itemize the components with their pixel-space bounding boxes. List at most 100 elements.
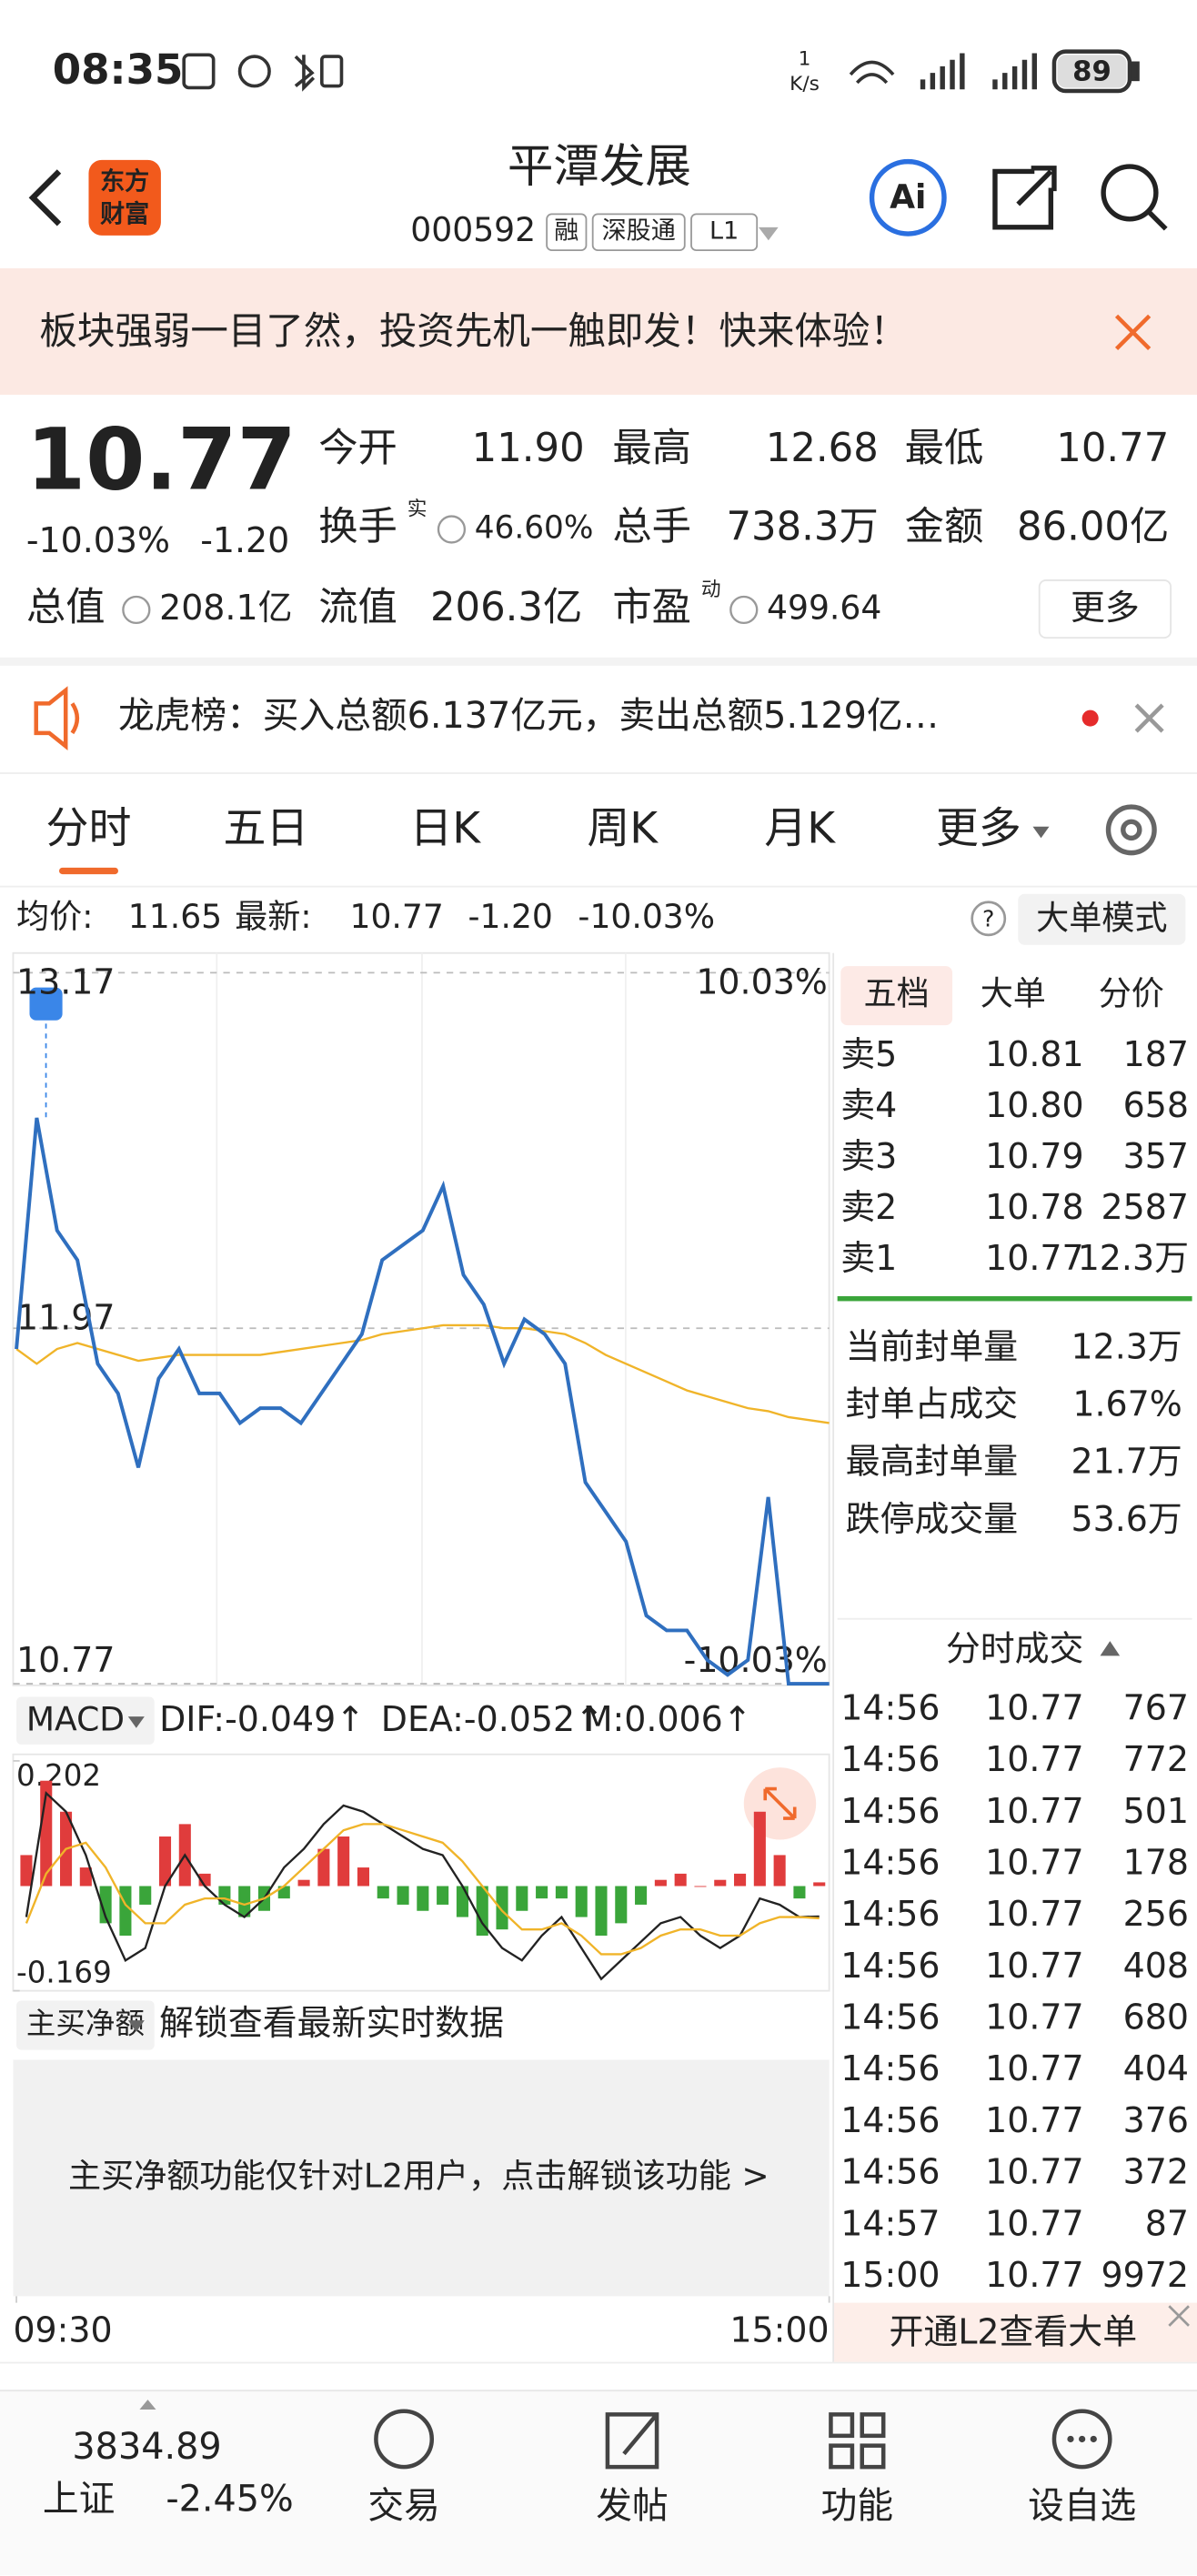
help-icon[interactable] [971,901,1007,937]
settings-button[interactable] [1105,804,1157,856]
macd-selector[interactable] [16,1696,155,1745]
x-tick-label: 09:30 [13,2310,112,2350]
field-value: 46.60% [475,509,594,546]
banner-close[interactable] [1114,314,1152,351]
nav-item[interactable]: 交易 [367,2485,439,2527]
trade-price: 10.77 [985,1946,1083,1986]
stock-name: 平潭发展 [508,139,691,193]
seal-divider [837,1296,1192,1302]
dea-line [25,1823,820,1956]
trade-time: 14:56 [840,2152,940,2192]
macd-selector-label[interactable]: MACD [26,1700,125,1739]
mode-label[interactable]: 大单模式 [1036,899,1167,938]
macd-bar [158,1836,172,1887]
ai-button[interactable] [869,158,947,236]
event-marker[interactable] [29,987,63,1021]
trade-price: 10.77 [985,1842,1083,1882]
macd-bar [793,1886,806,1899]
notice-dot [1081,709,1099,727]
change-amount: -1.20 [200,520,289,560]
macd-tick-label: -0.169 [16,1956,112,1990]
search-button[interactable] [1101,164,1168,231]
nav-item[interactable]: 设自选 [1028,2485,1136,2527]
macd-bar [119,1886,132,1937]
banner-bg[interactable] [0,267,1197,395]
ai-label: Ai [890,177,926,216]
bottom-nav-bg [0,2390,1197,2576]
trade-volume: 178 [1123,1842,1189,1882]
field-note: 实 [407,498,428,520]
trade-volume: 9972 [1101,2255,1189,2295]
more-button[interactable] [1038,579,1172,639]
battery-level: 89 [1072,56,1112,88]
macd-bar [437,1886,449,1905]
macd-bar [238,1886,251,1917]
locked-panel[interactable] [13,2059,830,2297]
macd-bar [575,1886,588,1917]
macd-bar [773,1855,786,1887]
mode-button[interactable] [1018,893,1186,945]
field-label: 最低 [905,426,984,471]
nav-dot [1067,2435,1074,2443]
code-dropdown[interactable] [759,226,779,241]
period-tab[interactable]: 日K [409,804,481,854]
book-tab[interactable]: 分价 [1099,974,1164,1013]
period-tab[interactable]: 更多 [936,804,1021,854]
info-icon[interactable] [729,595,759,625]
macd-bar [536,1886,548,1899]
trade-time: 14:56 [840,1894,940,1934]
trade-time: 14:56 [840,1687,940,1727]
net-buy-selector[interactable] [16,2000,155,2050]
field-value: 86.00亿 [1017,504,1169,549]
macd-bar [99,1886,112,1924]
stock-code: 000592 [410,210,536,249]
locked-text[interactable]: 主买净额功能仅针对L2用户，点击解锁该功能 > [68,2156,770,2195]
info-icon[interactable] [437,515,467,544]
notice-close[interactable] [1134,703,1164,733]
book-tab[interactable]: 五档 [864,974,930,1013]
share-button[interactable] [992,166,1057,230]
l2-footer-bg[interactable] [834,2302,1197,2362]
field-value: 10.77 [1056,426,1169,471]
trade-price: 10.77 [985,1894,1083,1934]
stock-tag: L1 [709,217,739,246]
trade-price: 10.77 [985,2100,1083,2140]
net-buy-selector-label[interactable]: 主买净额 [26,2007,145,2041]
macd-bar [555,1886,568,1899]
last-price: 10.77 [26,410,297,509]
stock-tag: 深股通 [602,217,676,246]
tab-dropdown[interactable] [1032,826,1050,839]
trade-volume: 767 [1123,1687,1189,1727]
period-tab[interactable]: 五日 [224,804,309,854]
trade-time: 14:56 [840,2048,940,2088]
nav-item[interactable]: 发帖 [596,2485,668,2527]
macd-dif: DIF:-0.049↑ [159,1699,365,1739]
trade-time: 14:56 [840,1946,940,1986]
more-label[interactable]: 更多 [1071,588,1140,628]
period-tab[interactable]: 分时 [46,804,132,854]
back-button[interactable] [28,169,62,226]
sort-icon[interactable] [1100,1641,1121,1656]
dif-line [25,1790,820,1981]
trade-volume: 256 [1123,1894,1189,1934]
nav-item[interactable]: 功能 [821,2485,893,2527]
macd-bar [357,1867,369,1887]
macd-frame [12,1753,830,1992]
macd-dropdown[interactable] [127,1716,145,1728]
index-value[interactable]: 3834.89 [72,2426,221,2468]
period-tab[interactable]: 月K [764,804,836,854]
trade-volume: 408 [1123,1946,1189,1986]
net-speed: 1 [799,48,811,71]
l2-footer-text[interactable]: 开通L2查看大单 [890,2311,1138,2351]
banner-text[interactable]: 板块强弱一目了然，投资先机一触即发！快来体验！ [39,308,908,353]
notice-icon [34,686,80,750]
book-tab[interactable]: 大单 [981,974,1046,1013]
l2-footer-close[interactable] [1168,2305,1190,2327]
trade-price: 10.77 [985,2255,1083,2295]
nav-dot [1090,2435,1097,2443]
logo[interactable] [88,159,161,236]
notice-text[interactable]: 龙虎榜：买入总额6.137亿元，卖出总额5.129亿… [118,695,939,737]
period-tab[interactable]: 周K [587,804,659,854]
info-icon[interactable] [122,595,151,625]
net-buy-dropdown[interactable] [127,2020,145,2032]
